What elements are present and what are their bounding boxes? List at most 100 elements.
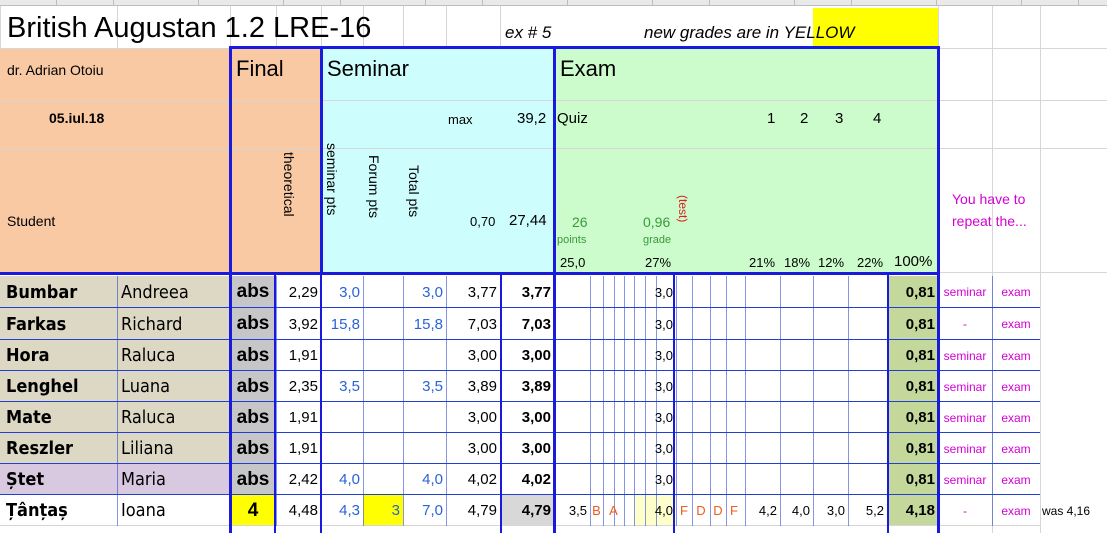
cell-line [692, 433, 693, 464]
quiz-letter-grade [692, 433, 710, 464]
column-header-u[interactable] [568, 0, 597, 6]
column-header-ae[interactable] [852, 0, 881, 6]
cell-line [848, 433, 849, 464]
quiz-letter-grade [692, 464, 710, 495]
student-last-name: Mate [6, 407, 52, 428]
table-row[interactable]: Mate Raluca abs 1,91 3,00 3,00 3,0 0,81 seminar e… [0, 402, 1107, 433]
repeat-exam-flag: exam [1001, 472, 1031, 487]
column-header-g[interactable] [170, 0, 199, 6]
table-row[interactable]: Hora Raluca abs 1,91 3,00 3,00 3,0 0,81 seminar e… [0, 340, 1107, 371]
cell-line [992, 308, 993, 340]
quiz-score-value [813, 371, 848, 402]
table-row[interactable]: Reszler Liliana abs 1,91 3,00 3,00 3,0 0,81 semi… [0, 433, 1107, 464]
theoretical-value: 1,91 [288, 347, 318, 364]
student-first-name: Raluca [121, 407, 176, 428]
grade-change-note [1040, 402, 1107, 433]
column-header-h[interactable] [199, 0, 228, 6]
column-header-l[interactable] [312, 0, 341, 6]
column-header-w[interactable] [624, 0, 653, 6]
column-header-aa[interactable] [738, 0, 767, 6]
student-last-name: Bumbar [6, 281, 78, 303]
column-header-am[interactable] [1079, 0, 1107, 6]
cell-line [780, 371, 781, 402]
table-row[interactable]: Bumbar Andreea abs 2,29 3,0 3,0 3,77 3,77 3,0 0,8… [0, 276, 1107, 308]
column-header-q[interactable] [454, 0, 483, 6]
column-header-a[interactable] [0, 0, 29, 6]
cell-line [590, 464, 591, 495]
column-header-ab[interactable] [766, 0, 795, 6]
grade-change-note [1040, 433, 1107, 464]
column-header-o[interactable] [397, 0, 426, 6]
cell-line [710, 402, 711, 433]
column-header-ac[interactable] [795, 0, 824, 6]
cell-line [634, 276, 635, 308]
column-header-m[interactable] [341, 0, 370, 6]
forum-pts-value [363, 308, 403, 340]
student-first-name: Raluca [121, 345, 176, 366]
column-header-ai[interactable] [965, 0, 994, 6]
repeat-seminar-flag: seminar [943, 472, 987, 487]
student-last-name: Lenghel [6, 376, 79, 397]
row-line [0, 494, 1040, 495]
table-row[interactable]: Ștet Maria abs 2,42 4,0 4,0 4,02 4,02 3,0 0,81 sem… [0, 464, 1107, 495]
repeat-exam-flag: exam [1001, 317, 1031, 331]
cell-line [780, 340, 781, 371]
total-pts-value: 4,0 [422, 471, 443, 488]
name-fill [0, 495, 230, 526]
cell-line [780, 495, 781, 526]
seminar-final-value: 4,02 [521, 471, 551, 488]
final-fill [230, 495, 276, 526]
table-row[interactable]: Lenghel Luana abs 2,35 3,5 3,5 3,89 3,89 3,0 0,81… [0, 371, 1107, 402]
column-header-al[interactable] [1050, 0, 1079, 6]
column-header-d[interactable] [85, 0, 114, 6]
final-fill [230, 371, 276, 402]
column-header-s[interactable] [511, 0, 540, 6]
cell-line [780, 308, 781, 340]
seminar-grade-value: 7,03 [467, 315, 497, 333]
column-header-v[interactable] [596, 0, 625, 6]
column-header-t[interactable] [539, 0, 568, 6]
column-header-ag[interactable] [908, 0, 937, 6]
cell-line [363, 276, 364, 308]
name-fill [0, 371, 230, 402]
column-header-i[interactable] [227, 0, 256, 6]
table-row[interactable]: Farkas Richard abs 3,92 15,8 15,8 7,03 7,03 3,0 0… [0, 308, 1107, 340]
column-header-y[interactable] [681, 0, 710, 6]
column-header-ah[interactable] [937, 0, 966, 6]
cell-line [363, 340, 364, 371]
column-header-ak[interactable] [1022, 0, 1051, 6]
report-date: 05.iul.18 [49, 110, 105, 126]
column-header-x[interactable] [653, 0, 682, 6]
cell-line [656, 433, 657, 464]
column-header-e[interactable] [114, 0, 143, 6]
column-header-r[interactable] [483, 0, 512, 6]
column-header-n[interactable] [369, 0, 398, 6]
column-header-ad[interactable] [823, 0, 852, 6]
quiz-score-value [780, 308, 813, 340]
column-header-af[interactable] [880, 0, 909, 6]
grade-change-note [1040, 340, 1107, 371]
cell-line [614, 402, 615, 433]
column-header-z[interactable] [710, 0, 739, 6]
table-row[interactable]: Țânțaș Ioana 4 4,48 4,3 3 7,0 4,79 4,79 3,5 B A 4,0 F… [0, 495, 1107, 526]
column-header-k[interactable] [284, 0, 313, 6]
cell-line [590, 402, 591, 433]
column-header-c[interactable] [57, 0, 86, 6]
cell-line [276, 276, 277, 308]
quiz-letter-grade [710, 308, 726, 340]
cell-line [656, 340, 657, 371]
column-header-p[interactable] [426, 0, 455, 6]
cell-line [692, 371, 693, 402]
cell-line [710, 371, 711, 402]
column-header-b[interactable] [28, 0, 57, 6]
cell-line [813, 340, 814, 371]
column-header-aj[interactable] [993, 0, 1022, 6]
forum-pts-value [363, 433, 403, 464]
border-exam-left [553, 46, 556, 533]
max-value: 39,2 [517, 110, 547, 127]
quiz-score-value: 3,0 [826, 503, 845, 518]
column-header-f[interactable] [142, 0, 171, 6]
cell-line [363, 308, 364, 340]
column-header-j[interactable] [255, 0, 284, 6]
cell-line [645, 464, 646, 495]
